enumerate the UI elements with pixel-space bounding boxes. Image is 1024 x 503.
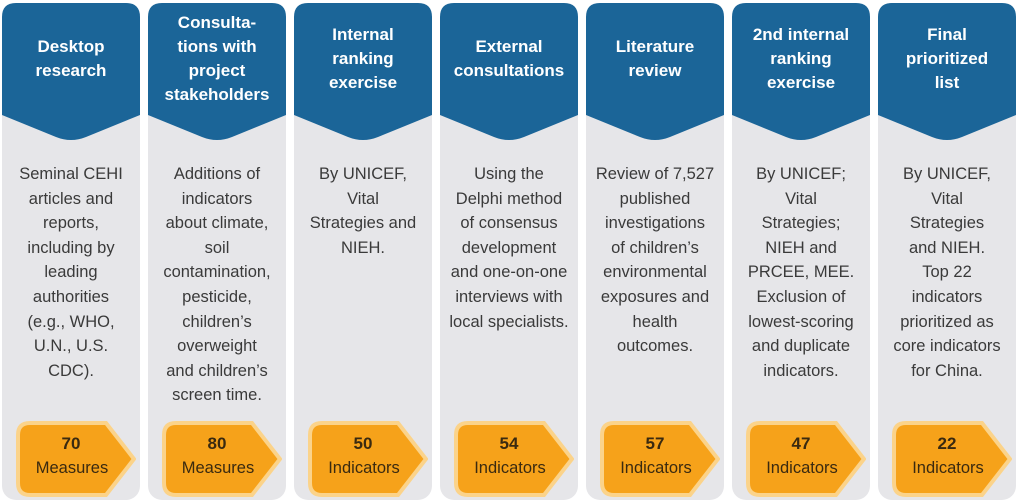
step-description: By UNICEF, Vital Strategies and NIEH. [309, 165, 417, 257]
step-unit: Indicators [912, 459, 984, 477]
step-unit: Indicators [620, 459, 692, 477]
step-unit: Measures [35, 459, 109, 477]
step-5: Literature review Review of 7,527 publis… [586, 3, 724, 500]
step-description: Additions of indicators about climate, s… [163, 165, 271, 405]
step-count-badge: 54 Indicators [454, 421, 574, 497]
step-count-badge: 70 Measures [16, 421, 136, 497]
step-unit: Indicators [474, 459, 546, 477]
step-2: Consulta- tions with project stakeholder… [148, 3, 286, 500]
step-count-badge: 57 Indicators [600, 421, 720, 497]
step-4: External consultations Using the Delphi … [440, 3, 578, 500]
step-7: Final prioritized list By UNICEF, Vital … [878, 3, 1016, 500]
step-description: Review of 7,527 published investigations… [595, 165, 715, 356]
step-description: Seminal CEHI articles and reports, inclu… [19, 165, 123, 380]
step-1: Desktop research Seminal CEHI articles a… [2, 3, 140, 500]
step-header: Literature review [586, 3, 724, 143]
step-count: 70 [61, 434, 81, 453]
step-count-badge: 80 Measures [162, 421, 282, 497]
step-count: 22 [937, 434, 957, 453]
step-title: Literature review [615, 37, 695, 80]
step-header: Final prioritized list [878, 3, 1016, 143]
step-header: External consultations [440, 3, 578, 143]
step-unit: Indicators [766, 459, 838, 477]
step-count-badge: 50 Indicators [308, 421, 428, 497]
step-title: Final prioritized list [905, 25, 989, 92]
step-description: Using the Delphi method of consensus dev… [449, 165, 569, 331]
step-title: 2nd internal ranking exercise [752, 25, 850, 92]
step-count: 47 [791, 434, 811, 453]
step-title: External consultations [453, 37, 565, 80]
step-header: Internal ranking exercise [294, 3, 432, 143]
step-unit: Indicators [328, 459, 400, 477]
step-header: Desktop research [2, 3, 140, 143]
step-description: By UNICEF; Vital Strategies; NIEH and PR… [747, 165, 855, 380]
step-6: 2nd internal ranking exercise By UNICEF;… [732, 3, 870, 500]
step-title: Desktop research [35, 37, 107, 80]
step-description: By UNICEF, Vital Strategies and NIEH. To… [893, 165, 1001, 380]
step-header: 2nd internal ranking exercise [732, 3, 870, 143]
step-title: Internal ranking exercise [328, 25, 398, 92]
step-unit: Measures [181, 459, 255, 477]
step-count: 57 [645, 434, 665, 453]
step-title: Consulta- tions with project stakeholder… [164, 13, 270, 104]
step-3: Internal ranking exercise By UNICEF, Vit… [294, 3, 432, 500]
step-count: 50 [353, 434, 373, 453]
step-count-badge: 47 Indicators [746, 421, 866, 497]
step-count-badge: 22 Indicators [892, 421, 1012, 497]
step-count: 80 [207, 434, 227, 453]
step-count: 54 [499, 434, 519, 453]
step-header: Consulta- tions with project stakeholder… [148, 3, 286, 143]
